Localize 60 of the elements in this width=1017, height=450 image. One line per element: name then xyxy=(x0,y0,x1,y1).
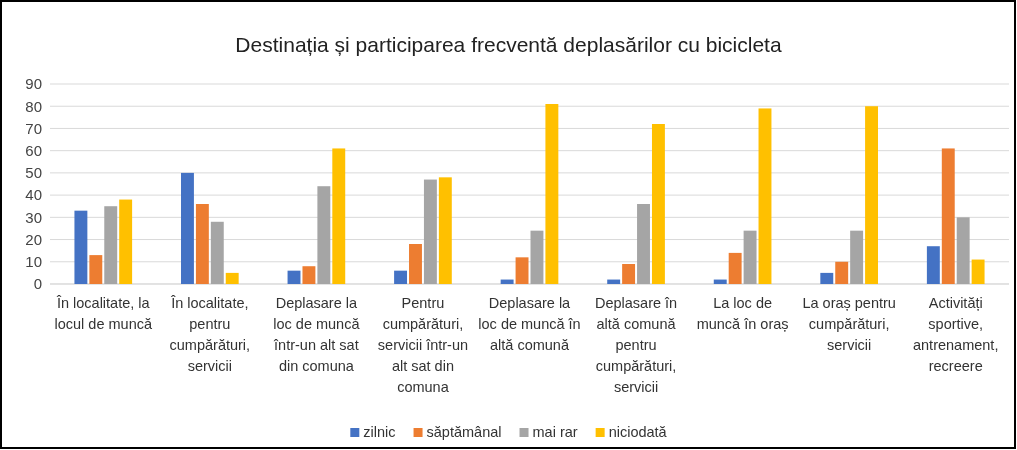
bar xyxy=(332,148,346,284)
y-tick-label: 20 xyxy=(25,230,42,248)
bar xyxy=(545,104,559,284)
bar xyxy=(119,199,133,284)
legend-label: niciodată xyxy=(608,424,668,440)
bar xyxy=(713,279,727,284)
bar xyxy=(394,270,408,284)
bar xyxy=(926,246,940,284)
legend-label: mai rar xyxy=(532,424,578,440)
chart-title: Destinația și participarea frecventă deplasărilor cu bicicleta xyxy=(235,33,782,56)
x-tick-label: Activități sportive, antrenament, recreere xyxy=(913,295,999,374)
bar xyxy=(302,266,316,284)
bar xyxy=(287,270,301,284)
x-tick-label: În localitate, pentru cumpărături, servicii xyxy=(169,295,251,374)
bar xyxy=(835,261,849,284)
bar xyxy=(409,244,422,284)
bar xyxy=(865,106,878,284)
x-tick-label: În localitate, la locul de muncă xyxy=(54,295,153,332)
y-tick-label: 40 xyxy=(25,186,42,204)
bar xyxy=(195,204,209,284)
bar xyxy=(743,230,757,284)
x-tick-label: Deplasare în altă comună pentru cumpărături, servicii xyxy=(594,295,678,395)
x-tick-label: Deplasare la loc de muncă într-un alt sat din comuna xyxy=(273,295,361,374)
legend-label: săptămânal xyxy=(426,424,502,440)
y-tick-label: 30 xyxy=(25,208,42,226)
bar xyxy=(728,252,742,284)
y-tick-label: 50 xyxy=(25,164,42,182)
bar xyxy=(850,230,864,284)
x-tick-label: Pentru cumpărături, servicii într-un alt sat din comuna xyxy=(377,295,469,395)
y-tick-label: 70 xyxy=(25,119,42,137)
x-tick-label: Deplasare la loc de muncă în altă comună xyxy=(478,295,581,353)
bar xyxy=(758,108,772,284)
bar xyxy=(956,217,970,284)
y-tick-label: 80 xyxy=(25,97,42,115)
bar xyxy=(500,279,514,284)
bar xyxy=(89,255,103,284)
bar xyxy=(820,272,834,284)
x-tick-label: La oraș pentru cumpărături, servicii xyxy=(802,295,896,353)
bar xyxy=(607,279,621,284)
bar xyxy=(941,148,955,284)
bar xyxy=(971,259,985,284)
bar xyxy=(637,204,650,284)
y-tick-label: 0 xyxy=(33,275,42,293)
x-tick-label: La loc de muncă în oraș xyxy=(696,295,789,332)
y-tick-label: 10 xyxy=(25,253,42,271)
y-tick-label: 90 xyxy=(25,75,42,93)
bar xyxy=(423,179,437,284)
bar xyxy=(210,221,224,284)
bar xyxy=(225,272,239,284)
bar xyxy=(530,230,544,284)
y-tick-label: 60 xyxy=(25,141,42,159)
legend-label: zilnic xyxy=(363,424,396,440)
bar xyxy=(104,206,118,284)
bar xyxy=(622,264,636,284)
bar xyxy=(181,172,194,284)
bar xyxy=(317,186,331,284)
bar xyxy=(438,177,452,284)
bar xyxy=(651,124,665,284)
bar xyxy=(74,210,88,284)
bar xyxy=(515,257,529,284)
